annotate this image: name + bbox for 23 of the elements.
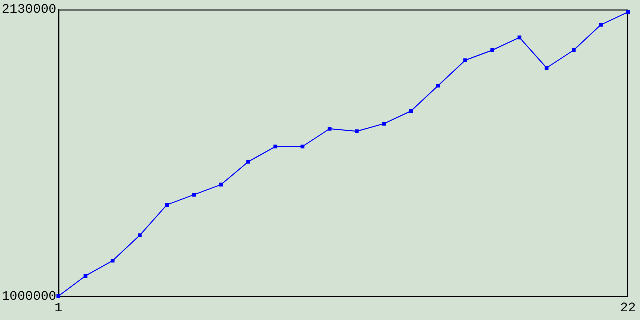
point (138, 234, 142, 238)
point (490, 48, 494, 52)
point (382, 122, 386, 126)
point (192, 193, 196, 197)
point (165, 203, 170, 208)
point (56, 294, 61, 298)
x-tick-label: 1 (54, 300, 63, 316)
point (599, 23, 603, 27)
point (274, 144, 278, 149)
point (246, 160, 250, 164)
point (355, 130, 359, 134)
point (544, 66, 549, 70)
point (436, 84, 440, 88)
point (626, 10, 630, 14)
point (328, 127, 332, 131)
point (110, 258, 115, 263)
point (219, 182, 224, 187)
x-tick-label: 22 (620, 300, 636, 316)
y-tick-label: 2130000 (2, 2, 57, 18)
point (464, 58, 468, 62)
point (84, 274, 88, 278)
y-tick-label: 1000000 (2, 288, 57, 304)
point (572, 48, 576, 52)
